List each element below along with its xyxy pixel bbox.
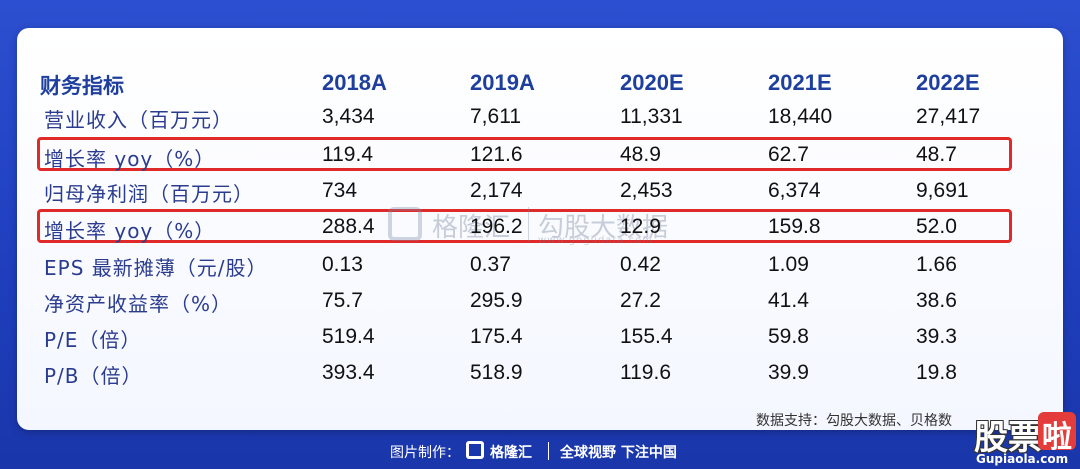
row-value: 62.7 xyxy=(768,143,809,166)
row-value: 18,440 xyxy=(768,105,833,128)
row-value: 19.8 xyxy=(916,361,957,384)
row-value: 119.6 xyxy=(620,361,671,384)
table-row: 归母净利润（百万元） 734 2,174 2,453 6,374 9,691 xyxy=(0,174,1080,208)
row-value: 41.4 xyxy=(768,289,809,312)
corner-logo-badge xyxy=(1038,412,1076,450)
header-year-2021: 2021E xyxy=(768,70,832,95)
watermark-divider xyxy=(528,207,529,241)
corner-logo-url: Gupiaola.com xyxy=(976,452,1069,466)
table-row: 营业收入（百万元） 3,434 7,611 11,331 18,440 27,4… xyxy=(0,100,1080,134)
table-row: P/E（倍） 519.4 175.4 155.4 59.8 39.3 xyxy=(0,320,1080,354)
footer-slogan: 全球视野 下注中国 xyxy=(560,445,677,461)
table-row: 净资产收益率（%） 75.7 295.9 27.2 41.4 38.6 xyxy=(0,284,1080,318)
row-value: 39.3 xyxy=(916,325,957,348)
footer-divider xyxy=(548,442,549,460)
header-year-2019: 2019A xyxy=(470,70,535,95)
table-row: 增长率 yoy（%） 288.4 196.2 12.9 159.8 52.0 xyxy=(0,210,1080,244)
header-year-2018: 2018A xyxy=(322,70,387,95)
row-value: 48.7 xyxy=(916,143,957,166)
row-value: 0.37 xyxy=(470,253,511,276)
row-value: 3,434 xyxy=(322,105,375,128)
row-value: 2,453 xyxy=(620,179,673,202)
row-value: 119.4 xyxy=(322,143,373,166)
footer: 图片制作： 格隆汇 全球视野 下注中国 xyxy=(0,434,1080,469)
row-label: 营业收入（百万元） xyxy=(44,108,233,132)
row-value: 1.09 xyxy=(768,253,809,276)
row-value: 6,374 xyxy=(768,179,821,202)
row-value: 159.8 xyxy=(768,215,821,238)
row-value: 155.4 xyxy=(620,325,673,348)
row-label: EPS 最新摊薄（元/股） xyxy=(44,256,268,280)
row-value: 48.9 xyxy=(620,143,661,166)
row-value: 734 xyxy=(322,179,358,202)
row-value: 27.2 xyxy=(620,289,661,312)
highlight-box-profit-growth xyxy=(37,209,1012,243)
table-row: EPS 最新摊薄（元/股） 0.13 0.37 0.42 1.09 1.66 xyxy=(0,248,1080,282)
row-value: 288.4 xyxy=(322,215,375,238)
gelonghui-logo-icon xyxy=(388,207,422,241)
row-label: P/B（倍） xyxy=(44,364,143,388)
row-value: 12.9 xyxy=(620,215,661,238)
row-value: 1.66 xyxy=(916,253,957,276)
highlight-box-revenue-growth xyxy=(37,137,1012,171)
table-card xyxy=(17,28,1063,430)
watermark-brand: 格隆汇 xyxy=(432,213,511,243)
row-value: 121.6 xyxy=(470,143,523,166)
source-note: 数据支持：勾股大数据、贝格数 xyxy=(756,413,952,429)
row-value: 519.4 xyxy=(322,325,375,348)
footer-brand: 格隆汇 xyxy=(490,445,532,461)
corner-logo[interactable]: 股票 啦 Gupiaola.com xyxy=(968,410,1080,469)
table-row: 增长率 yoy（%） 119.4 121.6 48.9 62.7 48.7 xyxy=(0,138,1080,172)
row-value: 11,331 xyxy=(620,105,683,128)
row-value: 9,691 xyxy=(916,179,969,202)
row-value: 2,174 xyxy=(470,179,523,202)
footer-made-by: 图片制作： xyxy=(390,445,460,461)
table-header: 财务指标 2018A 2019A 2020E 2021E 2022E xyxy=(0,68,1080,100)
row-label: 增长率 yoy（%） xyxy=(44,147,216,171)
gelonghui-logo-icon xyxy=(466,441,484,459)
row-value: 393.4 xyxy=(322,361,375,384)
row-label: 归母净利润（百万元） xyxy=(44,182,254,206)
row-value: 196.2 xyxy=(470,215,523,238)
watermark-url: www.gogudata.com xyxy=(538,235,654,246)
row-value: 295.9 xyxy=(470,289,523,312)
row-value: 518.9 xyxy=(470,361,523,384)
corner-logo-badge-text: 啦 xyxy=(1042,420,1072,455)
row-value: 75.7 xyxy=(322,289,363,312)
watermark: 格隆汇 勾股大数据 www.gogudata.com xyxy=(388,203,708,246)
row-label: 增长率 yoy（%） xyxy=(44,219,216,243)
row-value: 52.0 xyxy=(916,215,957,238)
watermark-text: 勾股大数据 xyxy=(538,213,669,243)
row-value: 38.6 xyxy=(916,289,957,312)
row-value: 39.9 xyxy=(768,361,809,384)
row-value: 175.4 xyxy=(470,325,523,348)
corner-logo-text: 股票 xyxy=(974,418,1042,458)
row-value: 0.13 xyxy=(322,253,363,276)
row-value: 59.8 xyxy=(768,325,809,348)
header-year-2022: 2022E xyxy=(916,70,980,95)
row-label: 净资产收益率（%） xyxy=(44,292,233,316)
header-label: 财务指标 xyxy=(40,74,124,98)
row-value: 27,417 xyxy=(916,105,981,128)
row-value: 0.42 xyxy=(620,253,661,276)
row-label: P/E（倍） xyxy=(44,328,142,352)
table-row: P/B（倍） 393.4 518.9 119.6 39.9 19.8 xyxy=(0,356,1080,390)
header-year-2020: 2020E xyxy=(620,70,684,95)
row-value: 7,611 xyxy=(470,105,521,128)
